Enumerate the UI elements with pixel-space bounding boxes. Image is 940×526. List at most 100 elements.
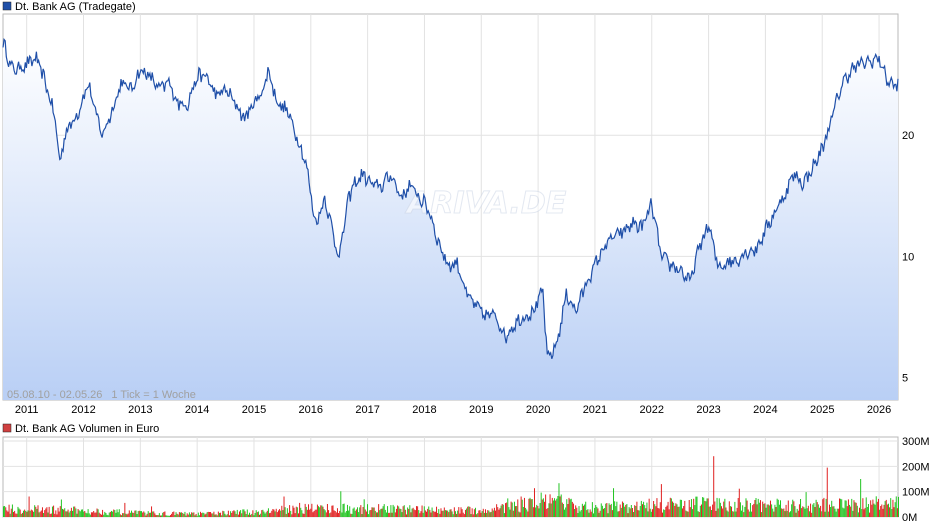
volume-bar — [151, 506, 153, 517]
volume-bar — [74, 506, 76, 517]
volume-bar — [483, 512, 485, 517]
volume-bar — [591, 502, 593, 517]
volume-bar — [30, 509, 32, 517]
volume-bar — [100, 514, 102, 517]
volume-bar — [299, 502, 301, 517]
volume-bar — [704, 500, 706, 517]
volume-bar — [744, 506, 746, 517]
volume-bar — [850, 506, 852, 517]
volume-bar — [283, 496, 285, 517]
volume-bar — [424, 510, 426, 517]
volume-bar — [29, 510, 31, 517]
volume-bar — [459, 513, 461, 517]
volume-bar — [685, 510, 687, 517]
volume-bar — [80, 509, 82, 517]
volume-bar — [639, 506, 641, 517]
volume-bar — [479, 510, 481, 517]
volume-bar — [498, 509, 500, 517]
volume-bar — [255, 510, 257, 517]
volume-bar — [54, 513, 56, 517]
volume-bar — [109, 511, 111, 517]
volume-bar — [195, 514, 197, 517]
volume-bar — [561, 502, 563, 517]
volume-bar — [833, 506, 835, 517]
volume-bar — [541, 499, 543, 517]
volume-bar — [31, 510, 33, 517]
volume-bar — [800, 499, 802, 517]
volume-bar — [865, 497, 867, 517]
volume-bar — [748, 511, 750, 517]
volume-bar — [326, 504, 328, 517]
volume-bar — [155, 515, 157, 517]
volume-bar — [556, 498, 558, 517]
volume-bar — [378, 504, 380, 517]
volume-bar — [777, 499, 779, 517]
volume-bar — [841, 499, 843, 517]
volume-bar — [433, 511, 435, 517]
volume-bar — [620, 507, 622, 517]
volume-bar — [729, 506, 731, 517]
volume-bar — [626, 504, 628, 517]
volume-bar — [764, 503, 766, 517]
volume-bar — [124, 502, 126, 517]
price-area — [3, 39, 898, 400]
volume-bar — [665, 506, 667, 517]
volume-bar — [467, 506, 469, 517]
volume-bar — [782, 508, 784, 517]
volume-bar — [523, 497, 525, 517]
volume-bar — [181, 512, 183, 517]
volume-bar — [601, 505, 603, 517]
volume-bar — [660, 484, 662, 517]
volume-bar — [341, 512, 343, 517]
volume-bar — [654, 504, 656, 517]
volume-bar — [7, 511, 9, 517]
volume-bar — [107, 515, 109, 517]
volume-bar — [580, 510, 582, 517]
volume-bar — [226, 514, 228, 517]
volume-bar — [206, 512, 208, 517]
volume-bar — [249, 512, 251, 517]
volume-bar — [820, 505, 822, 517]
volume-bar — [194, 515, 196, 517]
volume-bar — [153, 511, 155, 517]
volume-bar — [896, 508, 898, 517]
volume-bar — [69, 510, 71, 517]
volume-bar — [247, 514, 249, 517]
volume-bar — [640, 500, 642, 517]
volume-bar — [231, 512, 233, 517]
volume-bar — [827, 511, 829, 517]
volume-bar — [482, 508, 484, 517]
volume-bar — [811, 512, 813, 517]
volume-bar — [363, 499, 365, 517]
volume-bar — [313, 511, 315, 517]
volume-bar — [821, 511, 823, 517]
volume-bar — [352, 508, 354, 517]
x-tick-2015: 2015 — [242, 404, 266, 416]
volume-bar — [223, 511, 225, 517]
volume-bar — [292, 505, 294, 517]
volume-bar — [171, 513, 173, 517]
volume-bar — [185, 515, 187, 517]
watermark: ARIVA.DE — [405, 186, 567, 221]
volume-bar — [360, 505, 362, 517]
volume-bar — [246, 509, 248, 517]
volume-bar — [607, 513, 609, 517]
volume-bar — [885, 499, 887, 517]
volume-bar — [312, 512, 314, 517]
volume-bar — [663, 509, 665, 517]
x-tick-2019: 2019 — [469, 404, 493, 416]
volume-bar — [358, 512, 360, 517]
volume-bar — [596, 506, 598, 517]
volume-bar — [725, 507, 727, 517]
volume-bar — [382, 506, 384, 517]
volume-bar — [559, 496, 561, 517]
volume-bar — [410, 512, 412, 517]
volume-bar — [574, 509, 576, 517]
volume-bar — [374, 510, 376, 517]
volume-bar — [754, 500, 756, 517]
volume-bar — [208, 512, 210, 517]
volume-bar — [14, 510, 16, 517]
volume-bar — [835, 511, 837, 517]
volume-bar — [634, 505, 636, 517]
volume-bar — [428, 506, 430, 517]
